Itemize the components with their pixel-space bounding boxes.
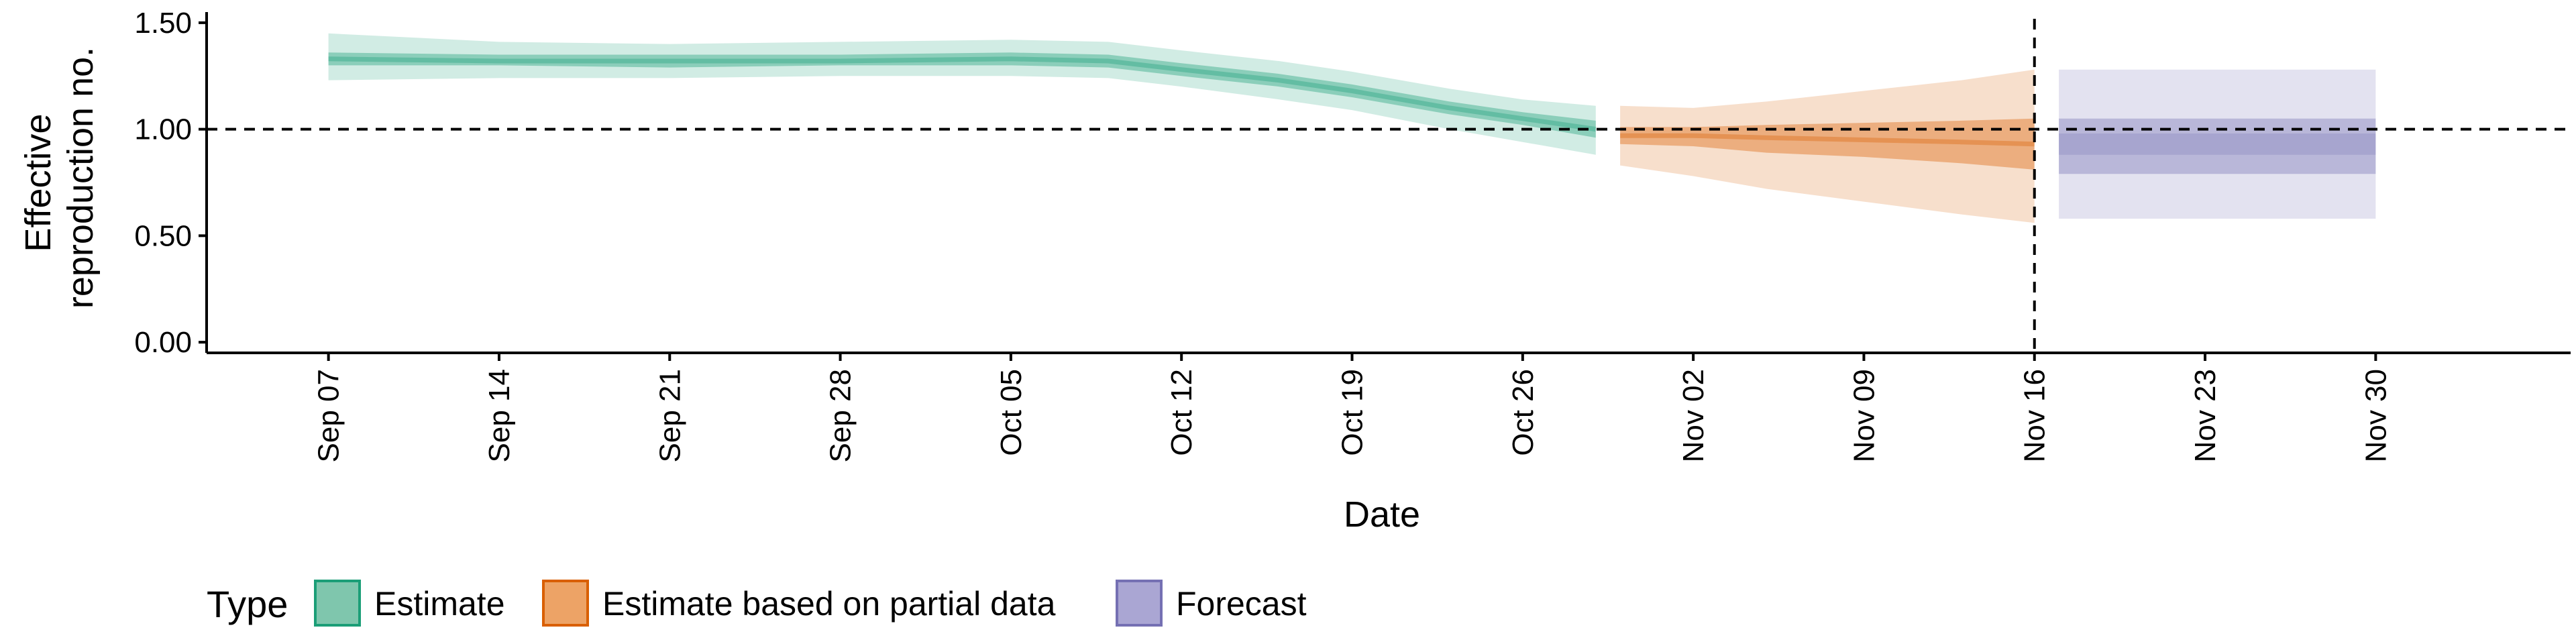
y-tick-label: 1.50 xyxy=(134,7,192,40)
y-axis-title: Effective reproduction no. xyxy=(18,47,101,309)
y-axis-title-line-1: Effective xyxy=(18,113,58,252)
legend-swatch-forecast xyxy=(1116,580,1163,627)
x-tick-label: Nov 30 xyxy=(2359,369,2392,462)
y-tick-label: 0.00 xyxy=(134,326,192,359)
estimate-based-on-partial-data-band-90 xyxy=(1620,69,2035,223)
x-tick-label: Oct 26 xyxy=(1507,369,1540,456)
x-tick-label: Nov 09 xyxy=(1847,369,1880,462)
forecast-band-50 xyxy=(2059,118,2376,174)
x-tick-label: Sep 07 xyxy=(313,369,345,462)
x-tick-label: Oct 12 xyxy=(1165,369,1198,456)
legend-label-forecast: Forecast xyxy=(1176,585,1307,623)
x-tick-label: Nov 23 xyxy=(2189,369,2222,462)
forecast-band-90 xyxy=(2059,69,2376,219)
x-tick-label: Nov 16 xyxy=(2019,369,2051,462)
x-tick-label: Nov 02 xyxy=(1677,369,1710,462)
x-tick-label: Oct 05 xyxy=(995,369,1028,456)
estimate-based-on-partial-data-median-line xyxy=(1620,133,2035,147)
legend-swatch-estimate xyxy=(314,580,361,627)
x-axis-title: Date xyxy=(1344,494,1420,535)
estimate-based-on-partial-data-band-50 xyxy=(1620,118,2035,170)
axes: 0.00 0.50 1.00 1.50 Sep 07 Sep 14 Sep 21 Sep 28… xyxy=(134,7,2571,462)
forecast-band-20 xyxy=(2059,133,2376,155)
y-tick-label: 1.00 xyxy=(134,113,192,146)
x-tick-label: Sep 21 xyxy=(653,369,686,462)
estimate-band-90 xyxy=(328,33,1596,155)
x-tick-label: Sep 14 xyxy=(483,369,516,462)
interval-bands xyxy=(328,33,2376,223)
y-tick-label: 0.50 xyxy=(134,219,192,252)
median-lines xyxy=(328,56,2035,147)
x-tick-label: Sep 28 xyxy=(824,369,857,462)
x-tick-label: Oct 19 xyxy=(1336,369,1369,456)
estimate-band-50 xyxy=(328,52,1596,138)
legend-label-estimate-based-on-partial-data: Estimate based on partial data xyxy=(602,585,1056,623)
legend-label-estimate: Estimate xyxy=(374,585,505,623)
legend-swatch-estimate-based-on-partial-data xyxy=(542,580,589,627)
y-axis-title-line-2: reproduction no. xyxy=(60,47,101,309)
legend: Type Estimate Estimate based on partial d… xyxy=(207,580,1307,627)
legend-title: Type xyxy=(207,583,288,625)
estimate-median-line xyxy=(328,56,1597,132)
